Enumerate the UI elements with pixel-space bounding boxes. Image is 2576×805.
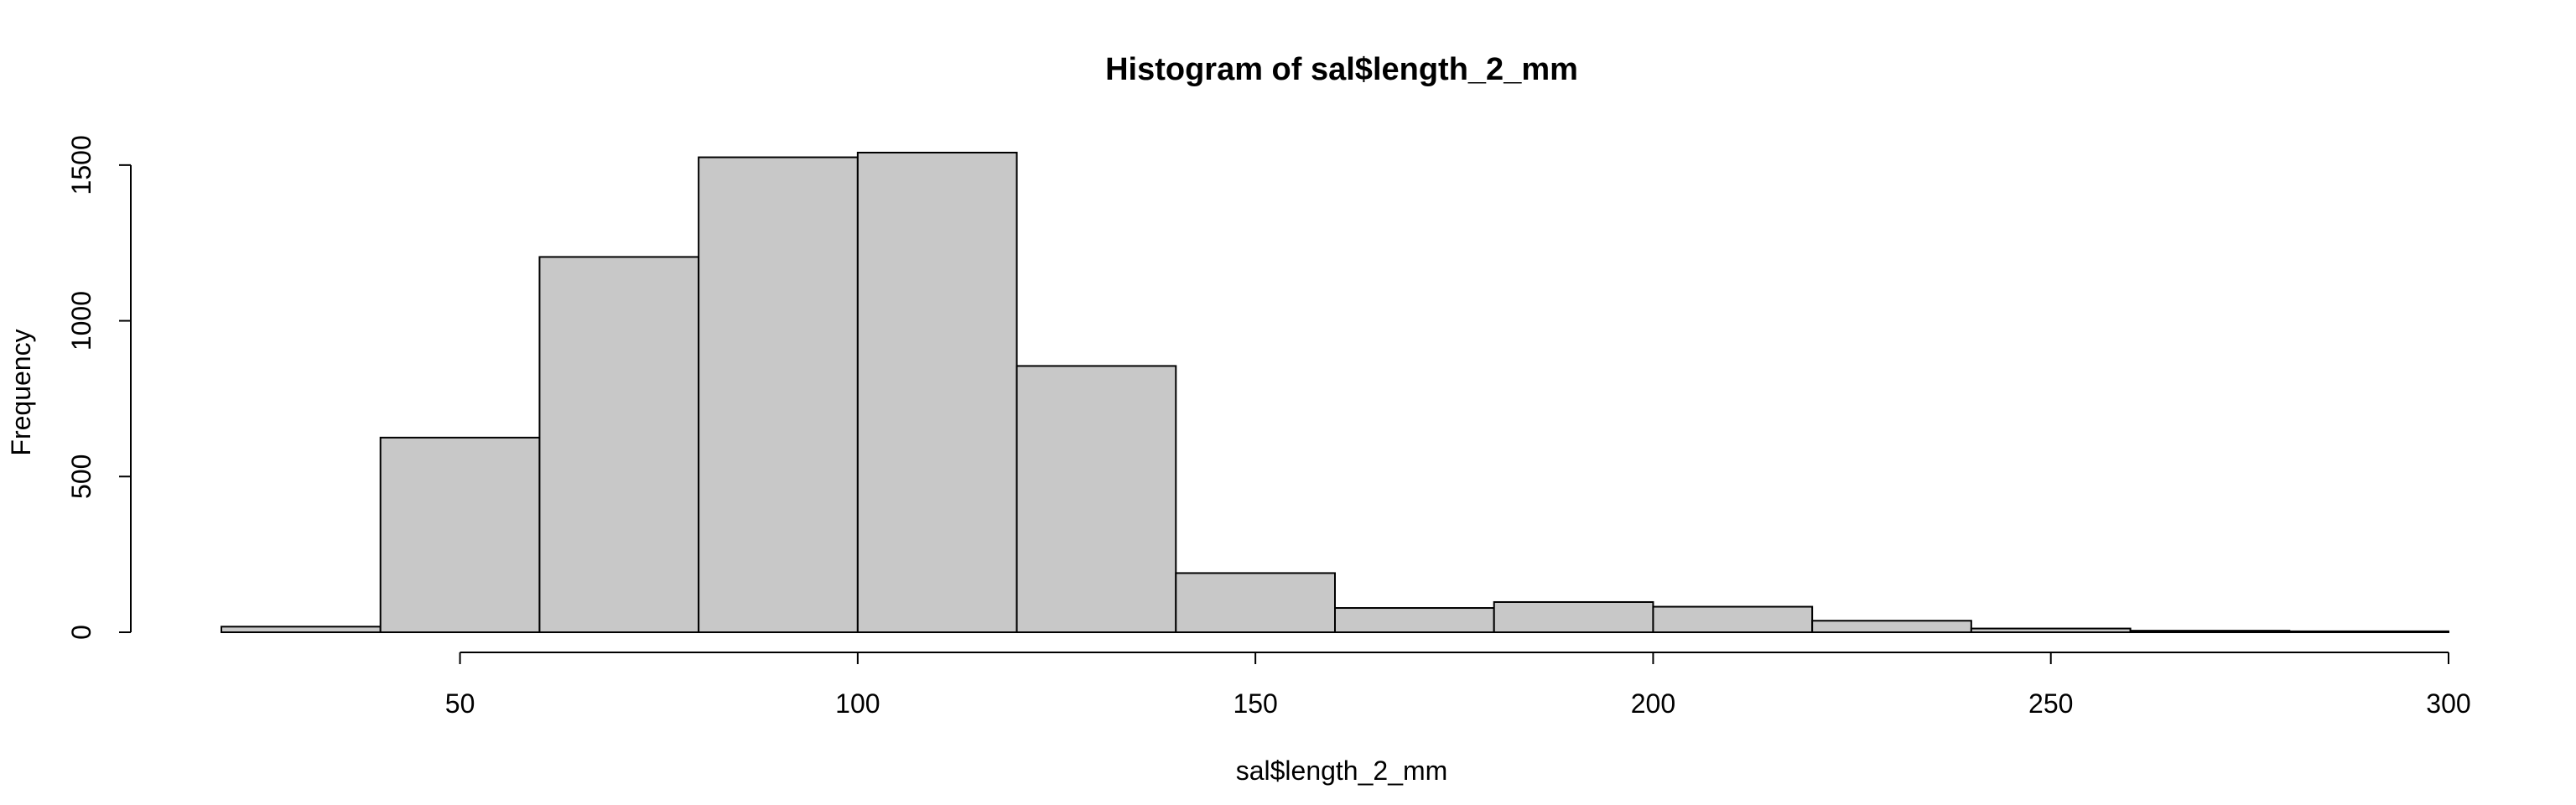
x-axis-label: sal$length_2_mm (1236, 756, 1448, 786)
histogram-bar (1652, 605, 1814, 633)
histogram-bar (1970, 627, 2132, 633)
histogram-bar (856, 152, 1018, 633)
x-tick-label: 100 (835, 688, 880, 719)
histogram-bar (221, 626, 382, 633)
histogram-bar (379, 436, 541, 633)
histogram-bar (1334, 607, 1495, 633)
y-tick-label: 0 (66, 625, 96, 640)
y-axis: 0 500 1000 1500 (66, 135, 132, 640)
histogram-bar (2288, 630, 2449, 634)
y-tick-label: 1000 (66, 291, 96, 351)
x-axis: 50 100 150 200 250 300 (445, 652, 2471, 719)
y-tick-label: 500 (66, 454, 96, 499)
histogram-bar (538, 256, 700, 633)
bars (221, 152, 2449, 634)
x-tick-label: 200 (1631, 688, 1675, 719)
y-tick-label: 1500 (66, 135, 96, 195)
histogram-bar (1811, 620, 1972, 633)
x-tick-label: 150 (1233, 688, 1277, 719)
histogram-bar (698, 156, 859, 634)
histogram-bar (1175, 572, 1337, 634)
chart-title: Histogram of sal$length_2_mm (1105, 52, 1578, 87)
histogram-bar (1015, 365, 1177, 633)
x-tick-label: 50 (445, 688, 475, 719)
histogram-bar (1493, 600, 1654, 634)
histogram-bar (2129, 630, 2291, 634)
y-axis-label: Frequency (6, 329, 36, 455)
x-tick-label: 300 (2426, 688, 2470, 719)
x-tick-label: 250 (2028, 688, 2073, 719)
